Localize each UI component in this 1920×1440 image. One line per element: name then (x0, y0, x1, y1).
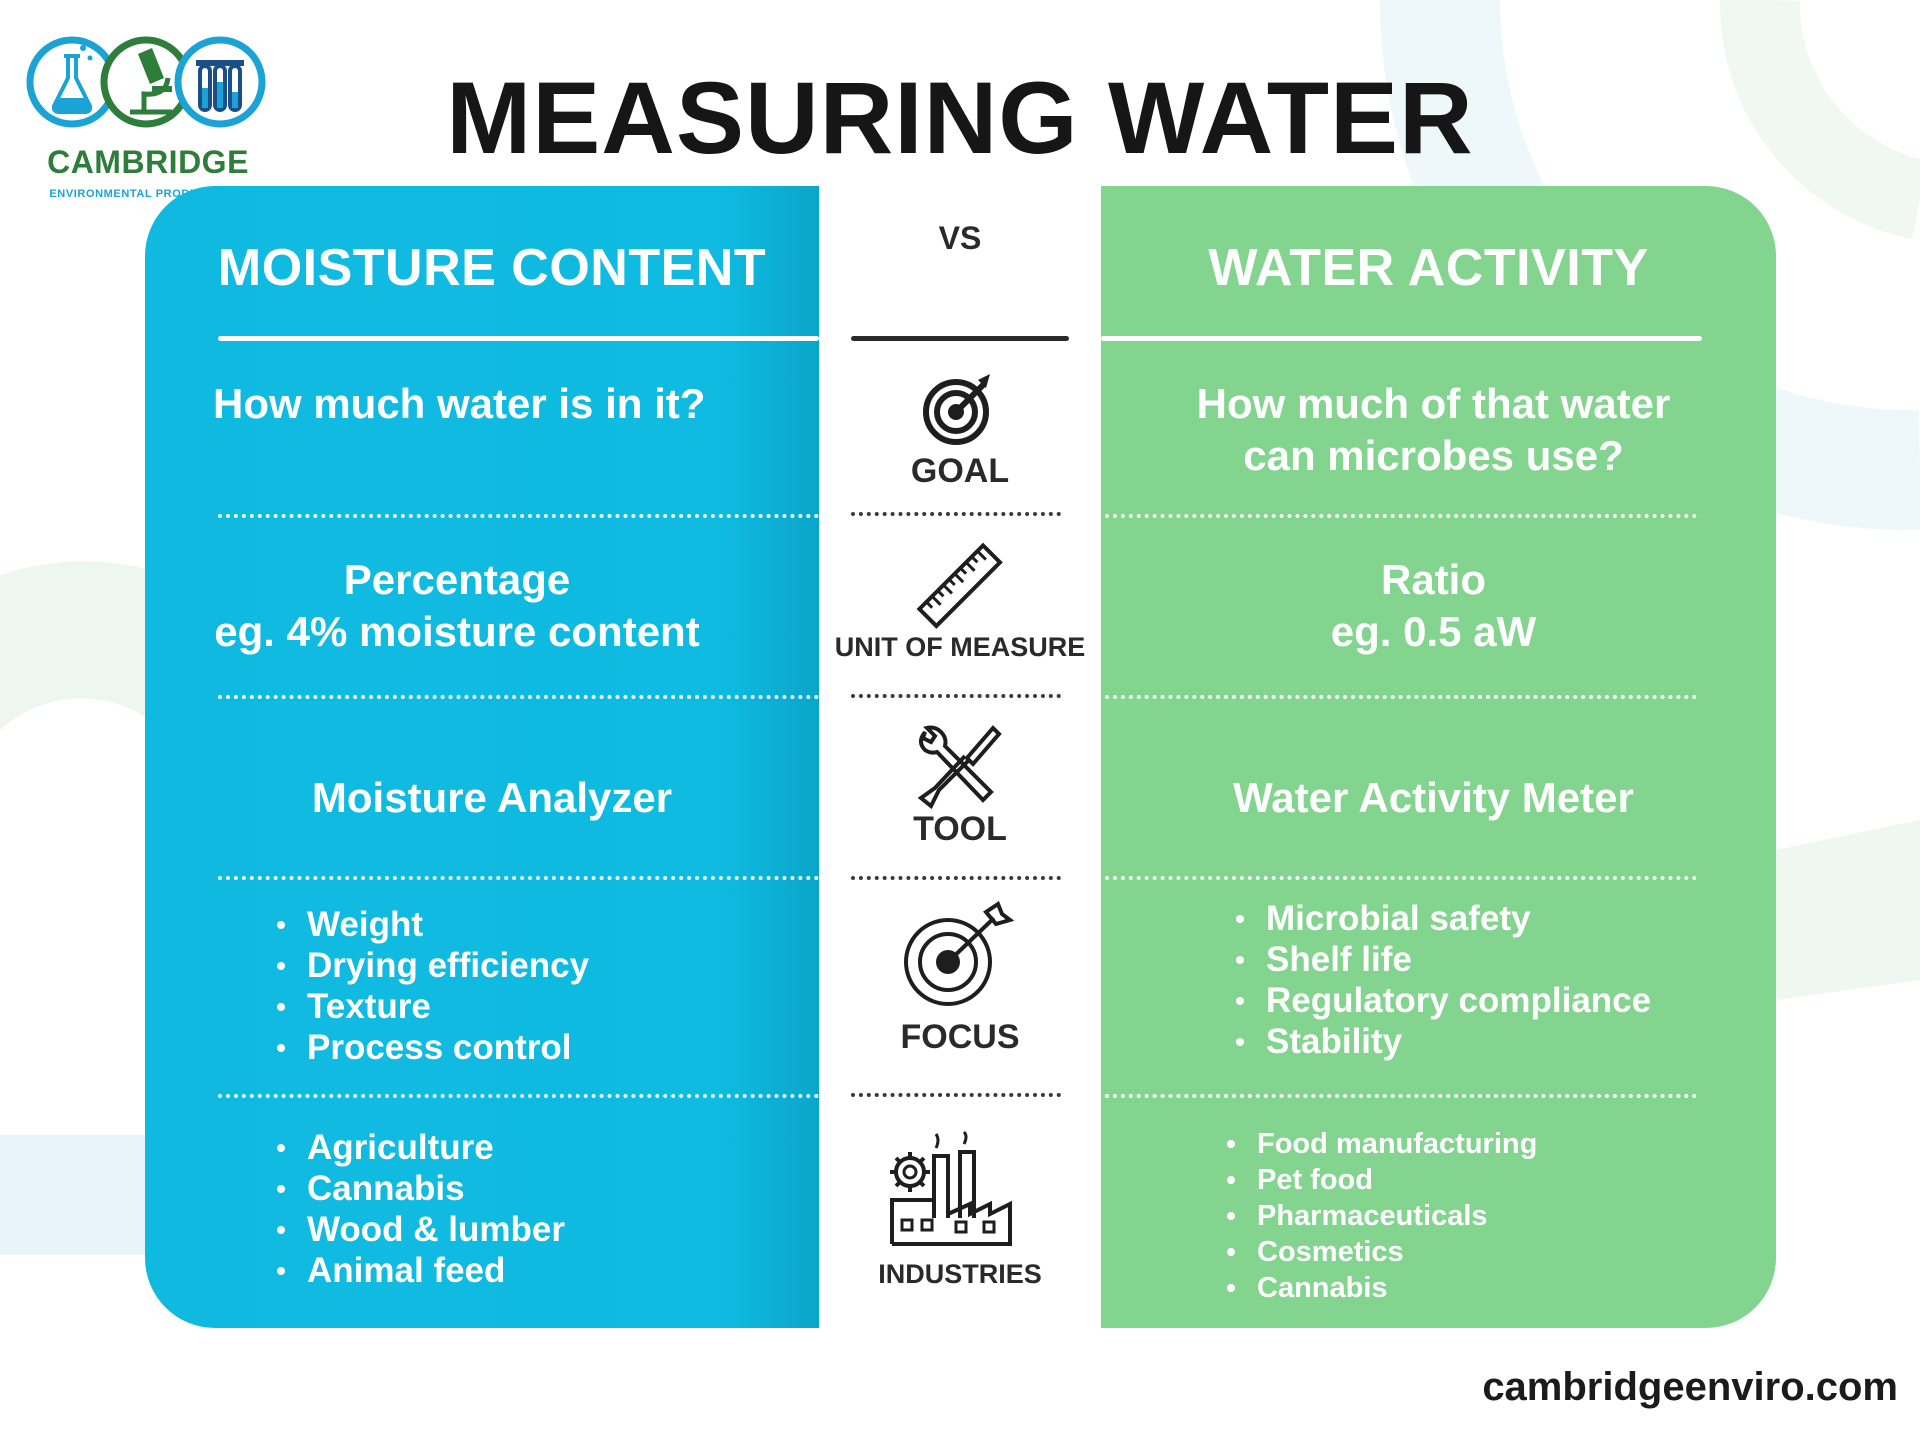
water-activity-panel: WATER ACTIVITY How much of that water ca… (1101, 186, 1776, 1328)
row-divider (218, 876, 819, 880)
moisture-tool-text: Moisture Analyzer (311, 774, 673, 821)
lab-equipment-logo-icon (26, 36, 266, 128)
moisture-goal-text: How much water is in it? (213, 380, 706, 427)
company-logo: CAMBRIDGE ENVIRONMENTAL PRODUCTS INC (26, 34, 266, 200)
list-item: Shelf life (1232, 939, 1651, 980)
water-activity-unit-example: eg. 0.5 aW (1330, 608, 1537, 655)
list-item: Pharmaceuticals (1223, 1198, 1537, 1234)
moisture-industries-list: Agriculture Cannabis Wood & lumber Anima… (273, 1127, 565, 1291)
list-item: Pet food (1223, 1162, 1537, 1198)
list-item: Wood & lumber (273, 1209, 565, 1250)
row-divider (1105, 876, 1697, 880)
list-item: Animal feed (273, 1250, 565, 1291)
water-activity-industries-list: Food manufacturing Pet food Pharmaceutic… (1223, 1126, 1537, 1306)
water-activity-goal-line-2: can microbes use? (1243, 432, 1624, 479)
row-divider (1105, 695, 1697, 699)
moisture-unit-text: Percentage eg. 4% moisture content (145, 554, 819, 658)
list-item: Texture (273, 986, 589, 1027)
water-activity-focus-list: Microbial safety Shelf life Regulatory c… (1232, 898, 1651, 1062)
moisture-unit-name: Percentage (343, 556, 571, 603)
list-item: Weight (273, 904, 589, 945)
row-divider (218, 1094, 819, 1098)
logo-company-name: CAMBRIDGE (47, 144, 249, 180)
factory-icon (890, 1130, 1012, 1246)
water-activity-unit-name: Ratio (1381, 556, 1486, 603)
list-item: Agriculture (273, 1127, 565, 1168)
moisture-focus-list: Weight Drying efficiency Texture Process… (273, 904, 589, 1068)
ruler-icon (916, 542, 1003, 629)
target-arrow-icon (923, 374, 990, 445)
row-divider (851, 512, 1061, 516)
list-item: Regulatory compliance (1232, 980, 1651, 1021)
website-url: cambridgeenviro.com (1482, 1365, 1898, 1409)
water-activity-heading: WATER ACTIVITY (1208, 239, 1649, 297)
heading-underline (1101, 336, 1702, 341)
row-label-focus: FOCUS (900, 1018, 1020, 1056)
moisture-content-panel: MOISTURE CONTENT How much water is in it… (145, 186, 819, 1328)
list-item: Process control (273, 1027, 589, 1068)
row-divider (1105, 1094, 1697, 1098)
list-item: Microbial safety (1232, 898, 1651, 939)
vs-underline (851, 336, 1069, 341)
water-activity-tool-text: Water Activity Meter (1233, 774, 1634, 821)
water-activity-unit-text: Ratio eg. 0.5 aW (1101, 554, 1766, 658)
list-item: Cannabis (1223, 1270, 1537, 1306)
row-divider (851, 1093, 1061, 1097)
moisture-content-heading: MOISTURE CONTENT (217, 239, 767, 297)
bullseye-icon (904, 900, 1014, 1006)
vs-label: VS (938, 220, 982, 256)
list-item: Food manufacturing (1223, 1126, 1537, 1162)
row-label-goal: GOAL (910, 452, 1010, 490)
water-activity-goal-line-1: How much of that water (1196, 380, 1671, 427)
row-divider (1105, 514, 1697, 518)
list-item: Stability (1232, 1021, 1651, 1062)
list-item: Drying efficiency (273, 945, 589, 986)
list-item: Cosmetics (1223, 1234, 1537, 1270)
wrench-screwdriver-icon (917, 725, 1002, 810)
row-label-industries: INDUSTRIES (878, 1259, 1042, 1289)
row-label-unit-of-measure: UNIT OF MEASURE (834, 632, 1086, 662)
row-divider (218, 695, 819, 699)
moisture-unit-example: eg. 4% moisture content (214, 608, 700, 655)
row-label-tool: TOOL (913, 810, 1007, 848)
heading-underline (218, 336, 819, 341)
row-divider (218, 514, 819, 518)
row-divider (851, 694, 1061, 698)
page-title: MEASURING WATER (446, 61, 1474, 175)
row-divider (851, 876, 1061, 880)
list-item: Cannabis (273, 1168, 565, 1209)
water-activity-goal-text: How much of that water can microbes use? (1101, 378, 1766, 482)
